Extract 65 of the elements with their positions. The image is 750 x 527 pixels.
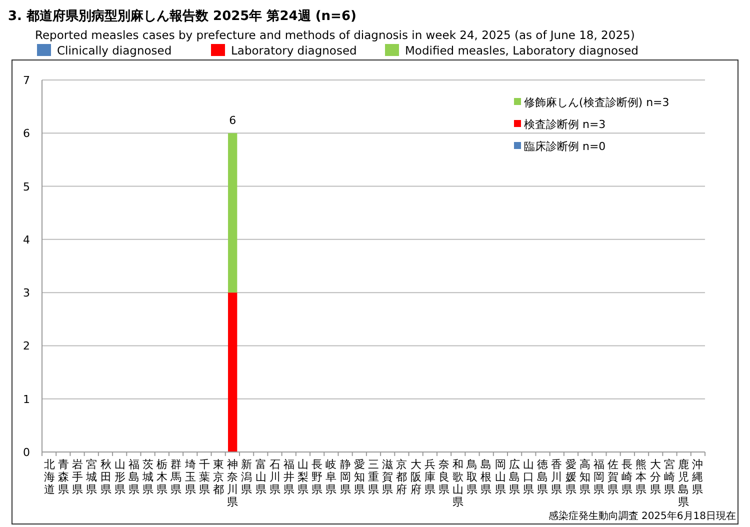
x-tick-label: 福島県 xyxy=(128,458,140,496)
x-tick-label: 北海道 xyxy=(44,458,55,496)
x-tick-label: 栃木県 xyxy=(156,458,168,496)
x-tick-label: 茨城県 xyxy=(142,458,154,496)
x-tick-label: 沖縄県 xyxy=(691,458,704,496)
x-tick-label: 鹿児島県 xyxy=(678,458,690,508)
x-tick-label: 鳥取県 xyxy=(466,458,478,496)
x-tick-label: 岩手県 xyxy=(72,458,84,496)
x-tick-label: 福岡県 xyxy=(593,458,604,496)
chart-subtitle: Reported measles cases by prefecture and methods of diagnosis in week 24, 2025 (as of June 18, 2025) xyxy=(35,28,635,42)
y-tick-label: 3 xyxy=(23,286,30,300)
x-tick-label: 静岡県 xyxy=(340,458,351,496)
x-tick-label: 山梨県 xyxy=(298,458,309,496)
x-tick-label: 香川県 xyxy=(551,458,562,496)
text: 感染症発生動向調査 2025年6月18日現在 xyxy=(548,510,736,522)
x-tick-label: 富山県 xyxy=(255,458,266,496)
chart-title: 3. 都道府県別病型別麻しん報告数 2025年 第24週 (n=6) xyxy=(8,8,356,24)
annotation: 検査診断例 n=3 xyxy=(524,118,606,131)
x-tick-label: 兵庫県 xyxy=(424,458,436,496)
x-tick-label: 青森県 xyxy=(58,458,69,496)
x-tick-label: 広島県 xyxy=(508,458,520,496)
legend-label: Laboratory diagnosed xyxy=(231,44,357,58)
x-tick-label: 徳島県 xyxy=(537,458,548,496)
y-tick-label: 1 xyxy=(23,392,30,406)
y-tick-label: 2 xyxy=(23,340,30,353)
x-tick-label: 三重県 xyxy=(368,458,379,496)
x-tick-label: 岐阜県 xyxy=(326,458,337,496)
x-tick-label: 大分県 xyxy=(650,458,661,496)
x-tick-label: 佐賀県 xyxy=(608,458,619,496)
y-tick-label: 7 xyxy=(23,74,30,87)
x-tick-label: 宮崎県 xyxy=(664,458,675,496)
x-tick-label: 岡山県 xyxy=(494,458,506,496)
total-label: 6 xyxy=(229,114,236,128)
x-tick-label: 埼玉県 xyxy=(184,458,196,496)
x-tick-label: 石川県 xyxy=(269,458,280,496)
annotation: 修飾麻しん(検査診断例) n=3 xyxy=(524,96,670,109)
x-tick-label: 滋賀県 xyxy=(382,458,394,496)
x-tick-label: 愛媛県 xyxy=(565,458,576,496)
x-tick-label: 群馬県 xyxy=(170,458,182,496)
x-tick-label: 長崎県 xyxy=(622,458,633,496)
x-tick-label: 新潟県 xyxy=(241,458,252,496)
x-tick-label: 愛知県 xyxy=(354,458,365,496)
legend-label: Clinically diagnosed xyxy=(57,44,172,58)
x-tick-label: 和歌山県 xyxy=(452,458,464,508)
x-tick-label: 東京都 xyxy=(212,458,224,496)
x-tick-label: 島根県 xyxy=(480,458,492,496)
annotation: 臨床診断例 n=0 xyxy=(524,140,606,153)
y-tick-label: 6 xyxy=(23,127,30,140)
y-tick-label: 5 xyxy=(23,180,30,194)
x-tick-label: 熊本県 xyxy=(636,458,647,496)
x-tick-label: 千葉県 xyxy=(198,458,210,496)
x-tick-label: 奈良県 xyxy=(438,458,450,496)
x-tick-label: 福井県 xyxy=(283,458,294,496)
x-tick-label: 長野県 xyxy=(312,458,323,496)
x-tick-label: 京都府 xyxy=(396,458,408,496)
x-tick-label: 山形県 xyxy=(114,458,126,496)
x-tick-label: 神奈川県 xyxy=(227,458,238,508)
x-tick-label: 高知県 xyxy=(579,458,590,496)
x-tick-label: 宮城県 xyxy=(85,458,98,496)
x-tick-label: 山口県 xyxy=(523,458,534,496)
x-tick-label: 秋田県 xyxy=(100,458,112,496)
legend-label: Modified measles, Laboratory diagnosed xyxy=(405,44,638,58)
y-tick-label: 4 xyxy=(23,233,30,246)
x-tick-label: 大阪府 xyxy=(410,458,422,496)
y-tick-label: 0 xyxy=(23,446,30,459)
